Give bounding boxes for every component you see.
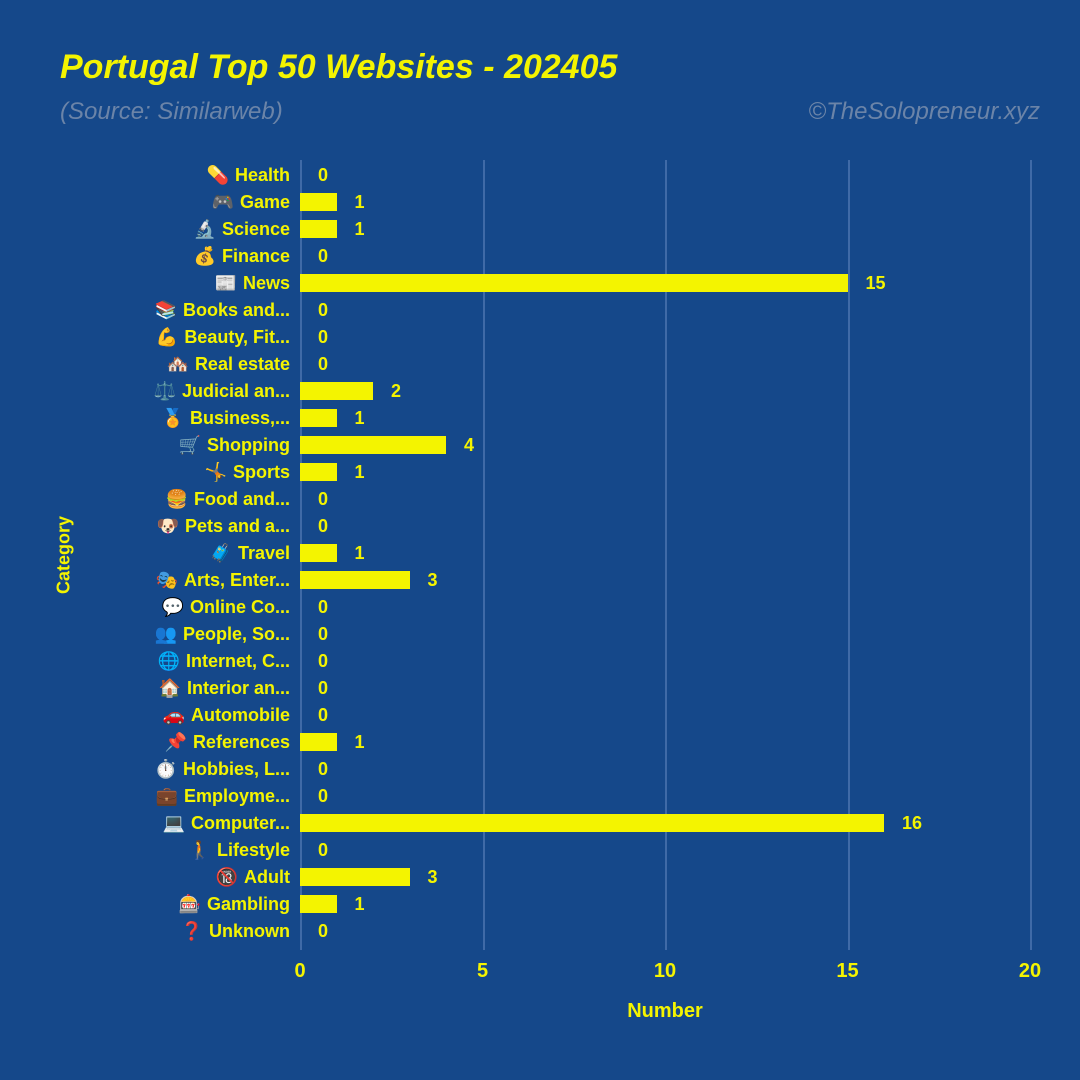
category-icon: ❓ (181, 921, 203, 942)
category-icon: 🚶 (189, 840, 211, 861)
category-label: 🍔Food and... (30, 488, 300, 510)
credit: ©TheSolopreneur.xyz (808, 98, 1040, 126)
category-text: Judicial an... (176, 381, 290, 402)
category-label: 🏘️Real estate (30, 353, 300, 375)
category-icon: 📚 (155, 300, 177, 321)
category-icon: 🏘️ (167, 354, 189, 375)
category-label: 📰News (30, 272, 300, 294)
category-icon: 🐶 (157, 516, 179, 537)
x-tick: 20 (1019, 950, 1041, 983)
category-icon: 💬 (162, 597, 184, 618)
category-label: 🌐Internet, C... (30, 650, 300, 672)
category-text: Unknown (203, 921, 290, 942)
category-text: Books and... (177, 300, 290, 321)
x-tick: 15 (836, 950, 858, 983)
category-text: Health (229, 165, 290, 186)
category-text: Online Co... (184, 597, 290, 618)
category-label: ⏱️Hobbies, L... (30, 758, 300, 780)
category-text: Beauty, Fit... (178, 327, 290, 348)
category-text: Interior an... (181, 678, 290, 699)
category-text: Science (216, 219, 290, 240)
category-text: Real estate (189, 354, 290, 375)
category-label: 🤸Sports (30, 461, 300, 483)
category-icon: 💪 (156, 327, 178, 348)
category-text: People, So... (177, 624, 290, 645)
category-label: 💼Employme... (30, 785, 300, 807)
category-label: 🏅Business,... (30, 407, 300, 429)
category-text: Travel (232, 543, 290, 564)
category-text: Finance (216, 246, 290, 267)
category-label: 💪Beauty, Fit... (30, 326, 300, 348)
category-icon: 🔞 (216, 867, 238, 888)
category-text: Employme... (178, 786, 290, 807)
category-text: Sports (227, 462, 290, 483)
category-text: Computer... (185, 813, 290, 834)
category-label: 🚶Lifestyle (30, 839, 300, 861)
category-icon: 💰 (194, 246, 216, 267)
category-icon: 🏅 (162, 408, 184, 429)
category-text: References (187, 732, 290, 753)
category-icon: 🎮 (212, 192, 234, 213)
category-text: Adult (238, 867, 290, 888)
category-text: Business,... (184, 408, 290, 429)
category-icon: ⚖️ (154, 381, 176, 402)
category-icon: 🔬 (194, 219, 216, 240)
category-text: Gambling (201, 894, 290, 915)
category-text: Pets and a... (179, 516, 290, 537)
plot-area: 05101520 0110150002141001300000100160310… (300, 160, 1030, 950)
category-label: 🎰Gambling (30, 893, 300, 915)
category-label: 👥People, So... (30, 623, 300, 645)
category-label: 🔬Science (30, 218, 300, 240)
category-icon: 💻 (163, 813, 185, 834)
chart-page: Portugal Top 50 Websites - 202405 (Sourc… (0, 0, 1080, 1080)
category-label: ⚖️Judicial an... (30, 380, 300, 402)
subtitle: (Source: Similarweb) (60, 98, 283, 126)
category-label: 💬Online Co... (30, 596, 300, 618)
category-label: 💊Health (30, 164, 300, 186)
category-label: 📚Books and... (30, 299, 300, 321)
category-icon: 🍔 (166, 489, 188, 510)
category-text: Hobbies, L... (177, 759, 290, 780)
category-text: News (237, 273, 290, 294)
category-icon: 🎭 (156, 570, 178, 591)
category-icon: 🤸 (205, 462, 227, 483)
category-label: 📌References (30, 731, 300, 753)
category-icon: 🚗 (163, 705, 185, 726)
y-axis-label: Category (54, 516, 75, 594)
category-label: 🔞Adult (30, 866, 300, 888)
category-icon: 🏠 (159, 678, 181, 699)
category-icon: 🛒 (179, 435, 201, 456)
y-labels: 💊Health🎮Game🔬Science💰Finance📰News📚Books … (300, 160, 1030, 950)
x-tick: 5 (477, 950, 488, 983)
category-icon: 🎰 (179, 894, 201, 915)
category-icon: 👥 (155, 624, 177, 645)
category-icon: 🧳 (210, 543, 232, 564)
category-label: 🚗Automobile (30, 704, 300, 726)
category-icon: 📌 (165, 732, 187, 753)
category-label: 🛒Shopping (30, 434, 300, 456)
category-text: Food and... (188, 489, 290, 510)
category-text: Shopping (201, 435, 290, 456)
category-icon: ⏱️ (155, 759, 177, 780)
category-text: Arts, Enter... (178, 570, 290, 591)
category-text: Automobile (185, 705, 290, 726)
category-icon: 🌐 (158, 651, 180, 672)
category-icon: 💊 (207, 165, 229, 186)
category-label: 💰Finance (30, 245, 300, 267)
x-axis-label: Number (627, 950, 703, 1023)
category-text: Lifestyle (211, 840, 290, 861)
category-icon: 💼 (156, 786, 178, 807)
category-text: Game (234, 192, 290, 213)
x-tick: 0 (294, 950, 305, 983)
category-label: 🎮Game (30, 191, 300, 213)
gridline (1030, 160, 1032, 950)
category-label: 💻Computer... (30, 812, 300, 834)
category-text: Internet, C... (180, 651, 290, 672)
page-title: Portugal Top 50 Websites - 202405 (60, 48, 617, 87)
category-label: 🏠Interior an... (30, 677, 300, 699)
category-label: ❓Unknown (30, 920, 300, 942)
category-icon: 📰 (215, 273, 237, 294)
